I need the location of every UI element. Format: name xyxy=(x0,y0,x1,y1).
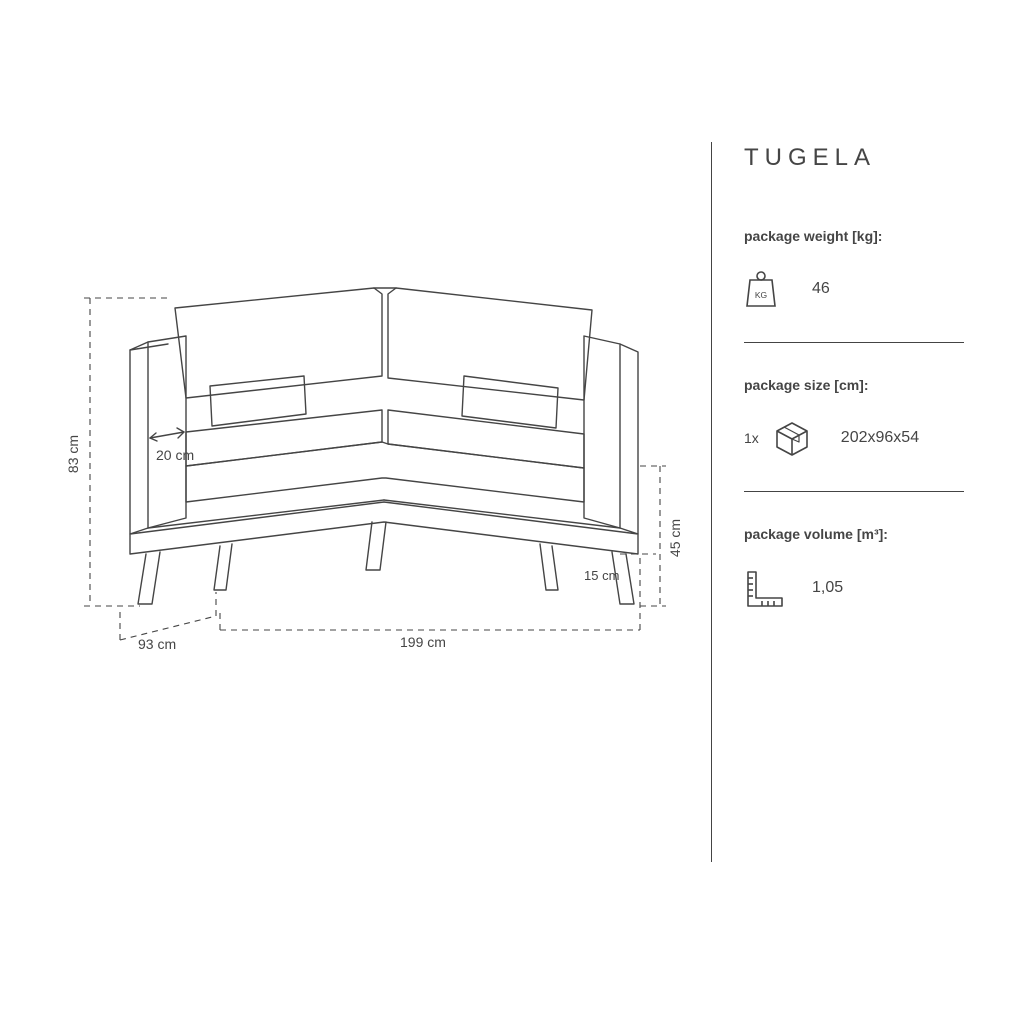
spec-sidebar: TUGELA package weight [kg]: KG 46 packag… xyxy=(711,142,964,862)
sofa-svg xyxy=(60,280,680,660)
spec-volume: package volume [m³]: xyxy=(744,526,964,642)
product-title: TUGELA xyxy=(744,142,964,172)
spec-size: package size [cm]: 1x 202x96x54 xyxy=(744,377,964,492)
box-icon xyxy=(773,419,817,457)
page: 83 cm 20 cm 93 cm 199 cm 45 cm 15 cm TUG… xyxy=(0,0,1024,1024)
dim-width: 199 cm xyxy=(400,634,446,650)
spec-volume-value: 1,05 xyxy=(812,579,843,597)
dim-leg-height: 15 cm xyxy=(584,568,619,583)
spec-size-value: 202x96x54 xyxy=(841,429,919,447)
ruler-icon xyxy=(744,568,788,608)
spec-size-label: package size [cm]: xyxy=(744,377,964,393)
spec-weight-label: package weight [kg]: xyxy=(744,228,964,244)
svg-text:KG: KG xyxy=(755,290,767,300)
spec-volume-label: package volume [m³]: xyxy=(744,526,964,542)
sofa-diagram: 83 cm 20 cm 93 cm 199 cm 45 cm 15 cm xyxy=(60,280,680,660)
dim-height: 83 cm xyxy=(65,435,81,473)
dim-depth: 93 cm xyxy=(138,636,176,652)
spec-size-qty: 1x xyxy=(744,430,759,446)
spec-weight-value: 46 xyxy=(812,280,830,298)
dim-armrest-width: 20 cm xyxy=(156,447,194,463)
weight-icon: KG xyxy=(744,270,788,308)
spec-weight: package weight [kg]: KG 46 xyxy=(744,228,964,343)
dim-seat-height: 45 cm xyxy=(667,519,683,557)
